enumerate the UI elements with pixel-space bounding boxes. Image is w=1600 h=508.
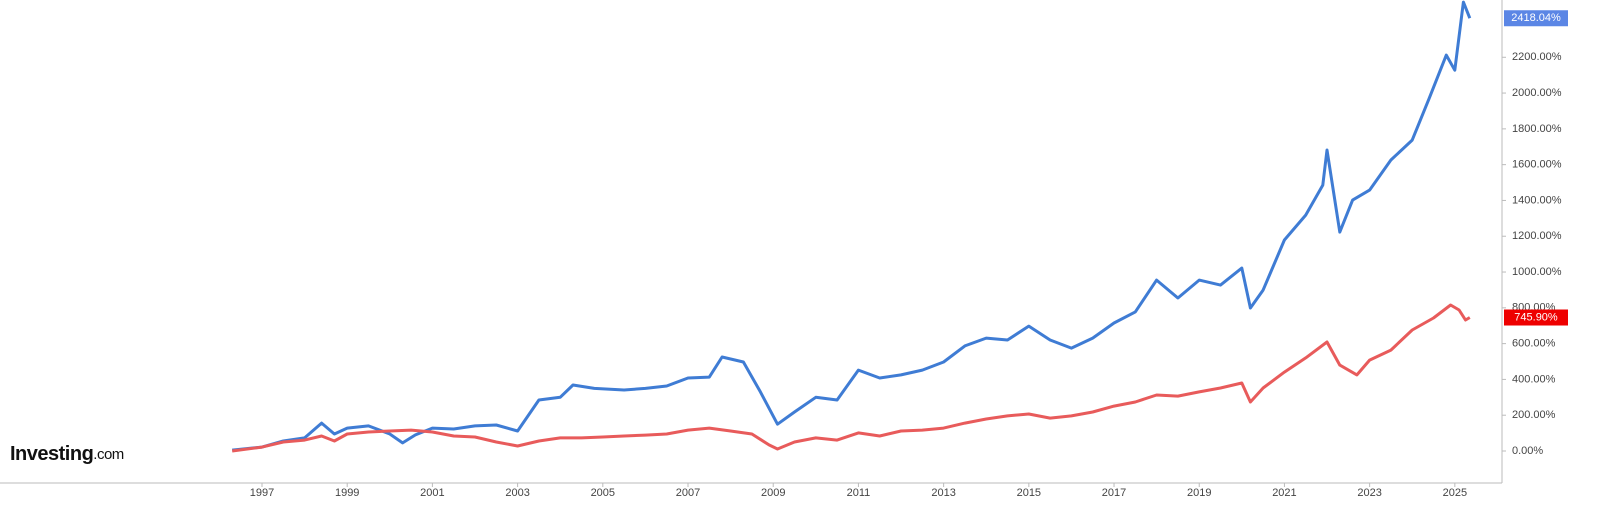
line-series	[232, 303, 1471, 453]
y-tick-label: 1600.00%	[1512, 159, 1562, 171]
x-tick-label: 2007	[676, 487, 700, 499]
x-tick-label: 2025	[1443, 487, 1467, 499]
y-tick-label: 1800.00%	[1512, 123, 1562, 135]
y-tick-label: 1400.00%	[1512, 194, 1562, 206]
x-tick-label: 2011	[847, 487, 871, 499]
x-tick-label: 2009	[761, 487, 785, 499]
x-tick-label: 2013	[931, 487, 955, 499]
y-tick-label: 2200.00%	[1512, 51, 1562, 63]
x-tick-label: 2017	[1102, 487, 1126, 499]
x-tick-label: 2019	[1187, 487, 1211, 499]
y-tick-label: 600.00%	[1512, 338, 1556, 350]
x-tick-label: 1999	[335, 487, 359, 499]
end-label: 2418.04%	[1511, 12, 1561, 24]
y-tick-label: 400.00%	[1512, 373, 1556, 385]
x-tick-label: 2005	[591, 487, 615, 499]
x-tick-label: 2015	[1017, 487, 1041, 499]
end-label-box	[1504, 10, 1568, 27]
y-tick-label: 200.00%	[1512, 409, 1556, 421]
brand-suffix: .com	[93, 446, 124, 463]
x-tick-label: 2001	[420, 487, 444, 499]
x-tick-label: 2003	[505, 487, 529, 499]
x-tick-label: 2021	[1272, 487, 1296, 499]
line-series	[232, 0, 1472, 452]
y-tick-label: 0.00%	[1512, 445, 1543, 457]
y-tick-label: 1200.00%	[1512, 230, 1562, 242]
end-label: 745.90%	[1514, 311, 1558, 323]
brand-name: Investing	[10, 443, 93, 465]
end-label-box	[1504, 309, 1568, 326]
x-tick-label: 1997	[250, 487, 274, 499]
y-tick-label: 2000.00%	[1512, 87, 1562, 99]
y-tick-label: 1000.00%	[1512, 266, 1562, 278]
brand: Investing.com	[10, 443, 124, 465]
x-tick-label: 2023	[1357, 487, 1381, 499]
